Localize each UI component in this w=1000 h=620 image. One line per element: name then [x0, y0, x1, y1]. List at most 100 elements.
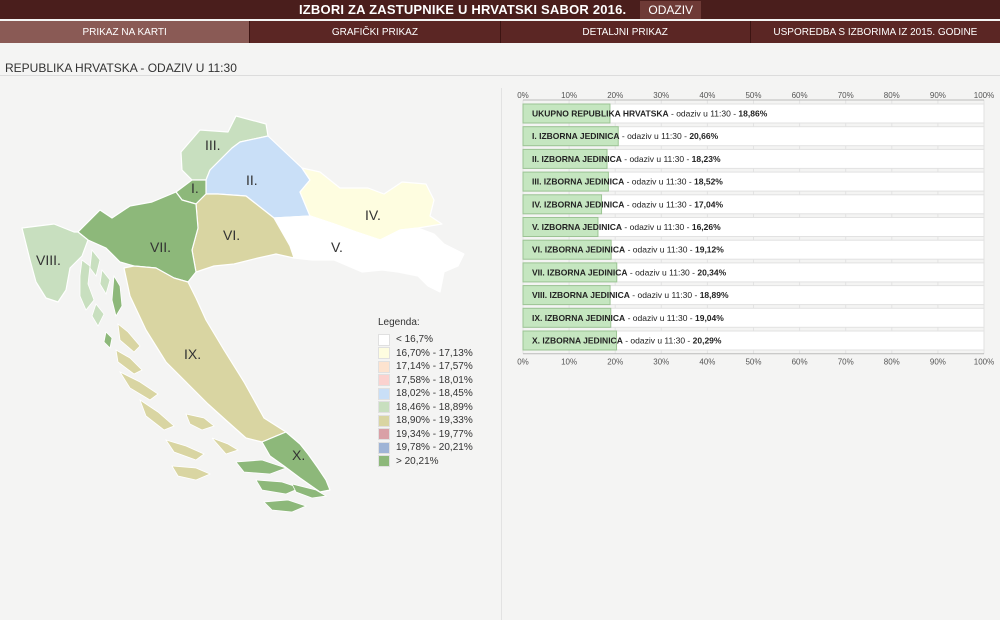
legend-swatch — [378, 441, 390, 454]
legend-item: > 20,21% — [378, 455, 473, 469]
legend-swatch — [378, 414, 390, 427]
bar-label: X. IZBORNA JEDINICA - odaziv u 11:30 - 2… — [532, 336, 722, 346]
panel-divider — [501, 88, 502, 620]
map-legend: Legenda: < 16,7% 16,70% - 17,13% 17,14% … — [378, 317, 473, 468]
region-label-viii: VIII. — [36, 252, 61, 268]
tab-usporedba-2015[interactable]: USPOREDBA S IZBORIMA IZ 2015. GODINE — [773, 26, 978, 38]
legend-swatch — [378, 347, 390, 360]
legend-item: < 16,7% — [378, 333, 473, 347]
legend-item: 19,34% - 19,77% — [378, 428, 473, 442]
x-tick-label-bottom: 20% — [607, 358, 623, 367]
region-label-i: I. — [191, 180, 199, 196]
region-label-ii: II. — [246, 172, 258, 188]
x-tick-label-top: 100% — [974, 91, 994, 100]
legend-swatch — [378, 360, 390, 373]
legend-label: 16,70% - 17,13% — [396, 347, 473, 359]
x-tick-label-top: 10% — [561, 91, 577, 100]
x-tick-label-top: 30% — [653, 91, 669, 100]
x-tick-label-bottom: 100% — [974, 358, 994, 367]
bar — [522, 330, 618, 351]
x-tick-label-top: 20% — [607, 91, 623, 100]
bar-label: IV. IZBORNA JEDINICA - odaziv u 11:30 - … — [532, 199, 723, 209]
x-tick-label-bottom: 60% — [792, 358, 808, 367]
region-x[interactable] — [261, 431, 331, 493]
region-label-iv: IV. — [365, 207, 381, 223]
bar — [522, 285, 611, 306]
region-label-vii: VII. — [150, 239, 171, 255]
x-tick-label-top: 0% — [517, 91, 529, 100]
region-label-iii: III. — [205, 137, 221, 153]
tab-prikaz-na-karti[interactable]: PRIKAZ NA KARTI — [0, 21, 251, 43]
x-tick-label-bottom: 50% — [745, 358, 761, 367]
legend-label: 17,58% - 18,01% — [396, 374, 473, 386]
bar-label: IX. IZBORNA JEDINICA - odaziv u 11:30 - … — [532, 313, 724, 323]
tab-graficki-prikaz[interactable]: GRAFIČKI PRIKAZ — [250, 21, 501, 43]
bar-label: VIII. IZBORNA JEDINICA - odaziv u 11:30 … — [532, 290, 729, 300]
x-tick-label-bottom: 10% — [561, 358, 577, 367]
legend-swatch — [378, 428, 390, 441]
region-label-ix: IX. — [184, 346, 201, 362]
page-subtitle: REPUBLIKA HRVATSKA - ODAZIV U 11:30 — [5, 61, 237, 75]
legend-item: 18,46% - 18,89% — [378, 401, 473, 415]
bar — [522, 194, 603, 215]
main-tabs: PRIKAZ NA KARTI GRAFIČKI PRIKAZ DETALJNI… — [0, 21, 1000, 43]
odaziv-button[interactable]: ODAZIV — [640, 0, 702, 19]
bar-label: VI. IZBORNA JEDINICA - odaziv u 11:30 - … — [532, 245, 724, 255]
x-tick-label-bottom: 70% — [838, 358, 854, 367]
tab-detaljni-prikaz[interactable]: DETALJNI PRIKAZ — [501, 21, 751, 43]
x-tick-label-top: 60% — [792, 91, 808, 100]
legend-label: 18,46% - 18,89% — [396, 401, 473, 413]
bar — [522, 262, 618, 283]
bar — [522, 239, 612, 260]
legend-swatch — [378, 455, 390, 468]
legend-swatch — [378, 401, 390, 414]
bar — [522, 217, 599, 237]
legend-label: 19,34% - 19,77% — [396, 428, 473, 440]
legend-label: < 16,7% — [396, 334, 433, 346]
region-label-v: V. — [331, 239, 343, 255]
region-vii[interactable] — [77, 191, 199, 283]
islands — [79, 248, 328, 513]
x-tick-label-bottom: 80% — [884, 358, 900, 367]
legend-title: Legenda: — [378, 317, 420, 328]
x-tick-label-top: 50% — [745, 91, 761, 100]
legend-item: 18,02% - 18,45% — [378, 387, 473, 401]
page-header-title: IZBORI ZA ZASTUPNIKE U HRVATSKI SABOR 20… — [298, 2, 627, 17]
bar-label: UKUPNO REPUBLIKA HRVATSKA - odaziv u 11:… — [532, 109, 768, 119]
x-tick-label-bottom: 40% — [699, 358, 715, 367]
legend-swatch — [378, 387, 390, 400]
legend-label: 18,02% - 18,45% — [396, 388, 473, 400]
bar — [522, 148, 608, 169]
legend-swatch — [378, 333, 390, 346]
legend-swatch — [378, 374, 390, 387]
bar-label: V. IZBORNA JEDINICA - odaziv u 11:30 - 1… — [532, 222, 721, 232]
legend-item: 19,78% - 20,21% — [378, 441, 473, 455]
bar — [522, 171, 609, 192]
top-header-bar: IZBORI ZA ZASTUPNIKE U HRVATSKI SABOR 20… — [0, 0, 1000, 19]
region-v[interactable] — [273, 215, 465, 293]
region-viii[interactable] — [21, 223, 89, 303]
bar-label: II. IZBORNA JEDINICA - odaziv u 11:30 - … — [532, 154, 721, 164]
legend-label: > 20,21% — [396, 455, 439, 467]
bar-label: VII. IZBORNA JEDINICA - odaziv u 11:30 -… — [532, 267, 727, 277]
x-tick-label-bottom: 0% — [517, 358, 529, 367]
bar — [522, 307, 612, 328]
turnout-bar-chart: 0% 0% 10% 10% 20% 20% 30% 30% 40% 40% 50% 50% 60% 60%… — [517, 91, 994, 367]
bar-label: I. IZBORNA JEDINICA - odaziv u 11:30 - 2… — [532, 131, 719, 141]
x-tick-label-bottom: 90% — [930, 358, 946, 367]
region-label-vi: VI. — [223, 227, 240, 243]
divider — [0, 75, 1000, 76]
x-tick-label-top: 70% — [838, 91, 854, 100]
x-tick-label-top: 80% — [884, 91, 900, 100]
x-tick-label-top: 90% — [930, 91, 946, 100]
legend-label: 19,78% - 20,21% — [396, 442, 473, 454]
x-tick-label-top: 40% — [699, 91, 715, 100]
legend-item: 18,90% - 19,33% — [378, 414, 473, 428]
legend-label: 18,90% - 19,33% — [396, 415, 473, 427]
legend-label: 17,14% - 17,57% — [396, 361, 473, 373]
croatia-map: III. II. I. IV. V. VI. VII. VIII. IX. X. — [21, 115, 465, 513]
bar-label: III. IZBORNA JEDINICA - odaziv u 11:30 -… — [532, 177, 723, 187]
legend-item: 16,70% - 17,13% — [378, 347, 473, 361]
legend-item: 17,14% - 17,57% — [378, 360, 473, 374]
x-tick-label-bottom: 30% — [653, 358, 669, 367]
